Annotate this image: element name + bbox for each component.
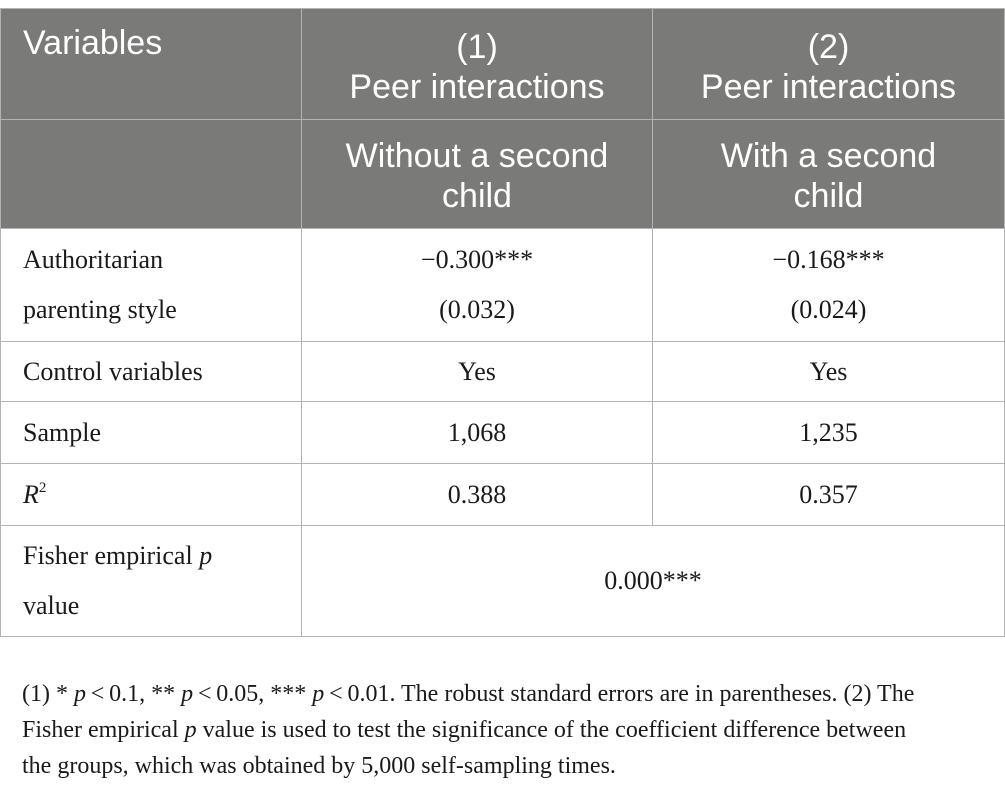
cell-controls-col1: Yes — [301, 341, 653, 402]
col1-title: Peer interactions — [349, 68, 605, 106]
table-row-fisher: Fisher empirical p value 0.000*** — [0, 525, 1005, 637]
row-label-fisher: Fisher empirical p value — [0, 525, 302, 637]
cell-r-squared-col2: 0.357 — [652, 463, 1005, 526]
cell-r-squared-col1: 0.388 — [301, 463, 653, 526]
header-row-2: Without a second child With a second chi… — [0, 119, 1005, 229]
col1-header: (1) Peer interactions — [301, 8, 653, 120]
standard-error-value: (0.032) — [439, 295, 515, 324]
r-letter: R — [23, 479, 39, 509]
row-label-line2: value — [23, 591, 80, 620]
col1-group-line2: child — [442, 177, 512, 215]
table-row-controls: Control variables Yes Yes — [0, 341, 1005, 402]
row-label-line1: Authoritarian — [23, 245, 164, 274]
col2-group-header: With a second child — [652, 119, 1005, 229]
cell-authoritarian-col2: −0.168*** (0.024) — [652, 228, 1005, 342]
col1-group-header: Without a second child — [301, 119, 653, 229]
coefficient-value: −0.300*** — [420, 245, 534, 274]
col2-number: (2) — [807, 28, 850, 66]
fisher-label-text: Fisher empirical — [23, 541, 200, 570]
header-empty-cell — [0, 119, 302, 229]
cell-authoritarian-col1: −0.300*** (0.032) — [301, 228, 653, 342]
table-footnote: (1) * p < 0.1, ** p < 0.05, *** p < 0.01… — [22, 676, 997, 784]
r-superscript: 2 — [38, 479, 47, 496]
header-row-1: Variables (1) Peer interactions (2) Peer… — [0, 8, 1005, 120]
results-table: Variables (1) Peer interactions (2) Peer… — [0, 8, 1005, 637]
col2-header: (2) Peer interactions — [652, 8, 1005, 120]
fisher-label-p: p — [199, 541, 213, 570]
variables-header: Variables — [0, 8, 302, 120]
table-row-authoritarian: Authoritarian parenting style −0.300*** … — [0, 228, 1005, 342]
coefficient-value: −0.168*** — [772, 245, 885, 274]
row-label-r-squared: R2 — [0, 463, 302, 526]
row-label-sample: Sample — [0, 401, 302, 464]
table-row-r-squared: R2 0.388 0.357 — [0, 463, 1005, 526]
row-label-controls: Control variables — [0, 341, 302, 402]
cell-controls-col2: Yes — [652, 341, 1005, 402]
row-label-line1: Fisher empirical p — [23, 531, 301, 581]
cell-sample-col2: 1,235 — [652, 401, 1005, 464]
standard-error-value: (0.024) — [790, 295, 867, 324]
footnote-line-1: (1) * p < 0.1, ** p < 0.05, *** p < 0.01… — [22, 681, 915, 707]
col1-number: (1) — [456, 28, 498, 66]
cell-sample-col1: 1,068 — [301, 401, 653, 464]
cell-fisher-value: 0.000*** — [301, 525, 1005, 637]
col2-group-line1: With a second — [720, 137, 937, 175]
footnote-line-3: the groups, which was obtained by 5,000 … — [22, 753, 616, 779]
col2-group-line2: child — [793, 177, 864, 215]
footnote-line-2: Fisher empirical p value is used to test… — [22, 717, 907, 743]
table-row-sample: Sample 1,068 1,235 — [0, 401, 1005, 464]
col1-group-line1: Without a second — [345, 137, 609, 175]
row-label-line2: parenting style — [23, 295, 177, 324]
col2-title: Peer interactions — [700, 68, 957, 106]
row-label-authoritarian: Authoritarian parenting style — [0, 228, 302, 342]
